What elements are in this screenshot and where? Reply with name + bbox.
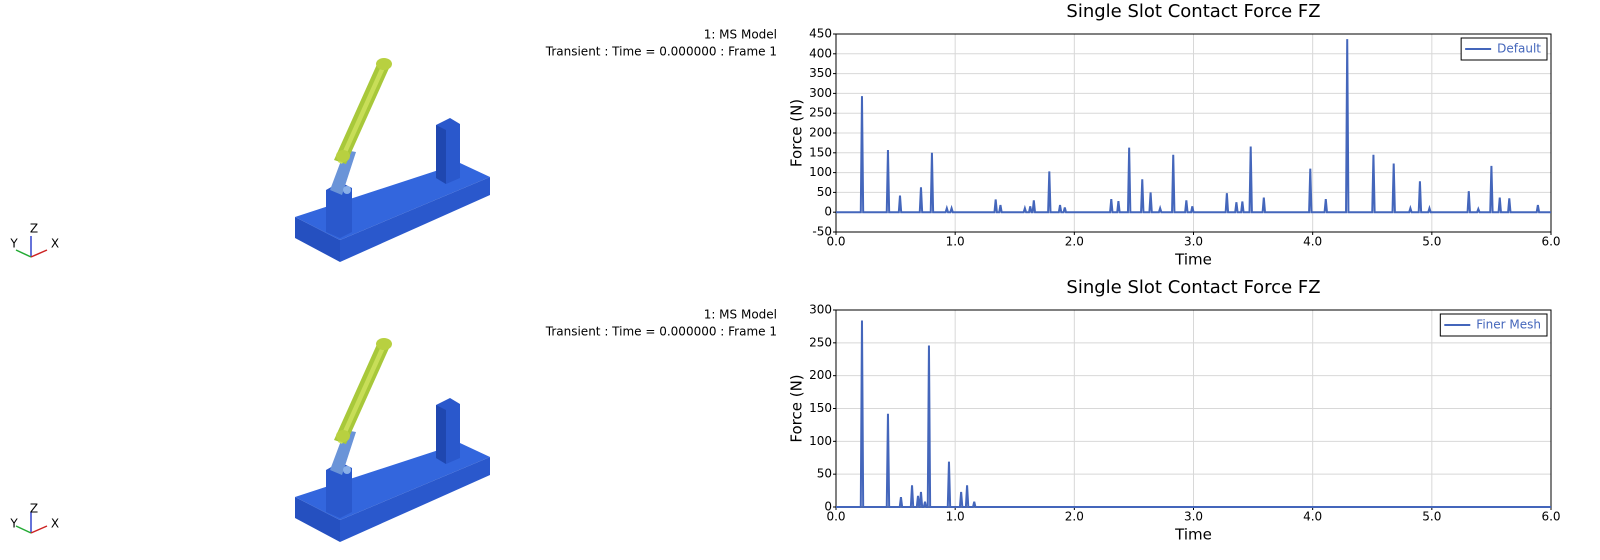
y-tick-label: 200 xyxy=(809,368,832,382)
chart-title: Single Slot Contact Force FZ xyxy=(1066,1,1320,22)
y-tick-label: 250 xyxy=(809,335,832,349)
y-tick-label: -50 xyxy=(812,225,832,239)
y-tick-label: 200 xyxy=(809,126,832,140)
y-tick-label: 150 xyxy=(809,145,832,159)
axis-name: Y xyxy=(9,237,18,251)
axis-name: Z xyxy=(30,502,38,516)
y-tick-label: 300 xyxy=(809,86,832,100)
x-axis-label: Time xyxy=(1174,251,1212,269)
y-tick-label: 50 xyxy=(817,185,832,199)
model-view xyxy=(295,58,490,262)
axis-triad xyxy=(15,236,48,258)
y-tick-label: 150 xyxy=(809,401,832,415)
x-tick-label: 0.0 xyxy=(826,235,845,249)
legend-label: Default xyxy=(1497,42,1541,56)
x-tick-label: 1.0 xyxy=(946,235,965,249)
y-tick-label: 100 xyxy=(809,165,832,179)
y-tick-label: 400 xyxy=(809,46,832,60)
model-label: 1: MS Model xyxy=(704,28,777,42)
status-label: Transient : Time = 0.000000 : Frame 1 xyxy=(545,325,777,339)
x-tick-label: 1.0 xyxy=(946,510,965,524)
x-tick-label: 4.0 xyxy=(1303,510,1322,524)
plot-frame xyxy=(835,33,1552,233)
x-tick-label: 6.0 xyxy=(1541,510,1560,524)
y-tick-label: 100 xyxy=(809,434,832,448)
x-tick-label: 2.0 xyxy=(1065,510,1084,524)
data-line xyxy=(836,39,1551,214)
y-axis-label: Force (N) xyxy=(788,374,806,442)
x-tick-label: 6.0 xyxy=(1541,235,1560,249)
axis-name: X xyxy=(51,517,59,531)
chart-title: Single Slot Contact Force FZ xyxy=(1066,277,1320,298)
y-tick-label: 350 xyxy=(809,66,832,80)
legend-label: Finer Mesh xyxy=(1476,318,1541,332)
legend: Default xyxy=(1460,37,1548,61)
x-axis-label: Time xyxy=(1174,526,1212,544)
x-tick-label: 3.0 xyxy=(1184,510,1203,524)
axis-name: Z xyxy=(30,222,38,236)
y-tick-label: 0 xyxy=(824,500,832,514)
axis-name: Y xyxy=(9,517,18,531)
x-tick-label: 2.0 xyxy=(1065,235,1084,249)
x-tick-label: 3.0 xyxy=(1184,235,1203,249)
y-tick-label: 300 xyxy=(809,303,832,317)
y-tick-label: 0 xyxy=(824,205,832,219)
y-tick-label: 50 xyxy=(817,467,832,481)
axis-triad xyxy=(15,512,48,534)
y-tick-label: 250 xyxy=(809,106,832,120)
x-tick-label: 0.0 xyxy=(826,510,845,524)
status-label: Transient : Time = 0.000000 : Frame 1 xyxy=(545,45,777,59)
y-axis-label: Force (N) xyxy=(788,99,806,167)
model-view xyxy=(295,338,490,542)
x-tick-label: 5.0 xyxy=(1422,235,1441,249)
legend-box xyxy=(1460,37,1548,61)
data-line xyxy=(836,320,1551,508)
x-tick-label: 4.0 xyxy=(1303,235,1322,249)
legend-box xyxy=(1439,313,1548,337)
axis-name: X xyxy=(51,237,59,251)
x-tick-label: 5.0 xyxy=(1422,510,1441,524)
model-label: 1: MS Model xyxy=(704,308,777,322)
y-tick-label: 450 xyxy=(809,27,832,41)
legend: Finer Mesh xyxy=(1439,313,1548,337)
